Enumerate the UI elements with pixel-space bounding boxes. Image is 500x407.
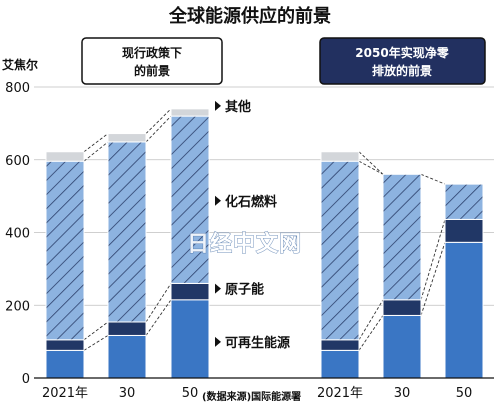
connector-g1-1-0: [420, 242, 446, 316]
connector-g0-0-1: [83, 321, 109, 341]
y-axis-unit: 艾焦尔: [2, 57, 38, 72]
connector-g1-0-2: [358, 160, 384, 175]
legend-marker-2: [215, 283, 221, 294]
x-tick-g0-c2: 50: [182, 386, 199, 401]
connector-g0-0-0: [83, 335, 109, 351]
chart-title: 全球能源供应的前景: [168, 5, 331, 27]
connector-g1-0-3: [358, 151, 384, 175]
bar-g0-c0-s0: [45, 349, 85, 379]
legend-marker-1: [215, 195, 221, 206]
legend-marker-3: [215, 336, 221, 347]
connector-g0-1-2: [145, 115, 172, 143]
x-tick-g0-c1: 30: [119, 386, 136, 401]
y-tick-label-800: 800: [5, 81, 30, 96]
bar-g1-c2-s2: [444, 183, 484, 220]
connector-g0-0-3: [83, 133, 109, 153]
panel-label-left-line1: 现行政策下: [122, 45, 182, 60]
bar-g0-c0-s3: [45, 151, 85, 162]
connector-g0-1-0: [145, 299, 172, 336]
connector-g1-0-1: [358, 299, 384, 341]
bar-g1-c0-s2: [320, 160, 360, 341]
panel-label-left-line2: 的前景: [134, 63, 170, 78]
watermark: 日经中文网: [187, 231, 302, 257]
x-ticks: 2021年 30 50 2021年 30 50: [42, 386, 472, 401]
bar-g1-c1-s2: [382, 173, 422, 301]
connector-g1-0-0: [358, 315, 384, 351]
panel-label-box-right: [319, 37, 486, 85]
x-tick-g1-c2: 50: [456, 386, 473, 401]
legend-label-1: 化石燃料: [225, 194, 277, 210]
connector-g1-1-1: [420, 219, 446, 300]
bar-g1-c2-s0: [444, 241, 484, 379]
source-note: (数据来源)国际能源署: [202, 390, 301, 403]
connector-g1-1-2: [420, 173, 446, 185]
panel-label-right-line2: 排放的前景: [372, 63, 432, 78]
x-tick-g0-c0: 2021年: [42, 386, 88, 401]
connector-g0-1-3: [145, 108, 172, 134]
legend-marker-0: [215, 100, 221, 111]
bar-g0-c2-s0: [170, 299, 210, 379]
bar-g0-c2-s2: [170, 115, 210, 284]
bar-g0-c1-s0: [107, 334, 147, 379]
bar-g1-c1-s0: [382, 314, 422, 379]
bar-g1-c0-s3: [320, 151, 360, 162]
legend-label-2: 原子能: [225, 282, 264, 298]
connector-g0-1-1: [145, 283, 172, 323]
bar-g0-c0-s1: [45, 339, 85, 351]
panel-label-box-left: [81, 37, 223, 85]
legend-label-3: 可再生能源: [225, 335, 290, 351]
panel-label-current-policy: 现行政策下 的前景: [81, 37, 223, 85]
bar-g0-c1-s3: [107, 133, 147, 143]
y-tick-label-0: 0: [22, 372, 30, 387]
bar-g0-c2-s1: [170, 282, 210, 301]
y-ticks: 0 200 400 600 800: [5, 81, 30, 387]
legend-label-0: 其他: [225, 99, 251, 115]
x-tick-g1-c0: 2021年: [317, 386, 363, 401]
bar-g0-c1-s2: [107, 141, 147, 323]
y-tick-label-200: 200: [5, 299, 30, 314]
y-tick-label-600: 600: [5, 154, 30, 169]
panel-label-net-zero: 2050年实现净零 排放的前景: [319, 37, 486, 85]
panel-label-right-line1: 2050年实现净零: [355, 45, 449, 60]
bar-g0-c0-s2: [45, 160, 85, 341]
bar-g1-c0-s0: [320, 349, 360, 379]
bar-g1-c2-s1: [444, 218, 484, 243]
y-tick-label-400: 400: [5, 227, 30, 242]
x-tick-g1-c1: 30: [394, 386, 411, 401]
bar-g0-c1-s1: [107, 321, 147, 336]
bar-g0-c2-s3: [170, 108, 210, 117]
bar-g1-c1-s1: [382, 299, 422, 316]
bars: [45, 108, 484, 379]
bar-g1-c0-s1: [320, 339, 360, 351]
connector-g0-0-2: [83, 141, 109, 162]
connector-lines: [83, 108, 446, 351]
